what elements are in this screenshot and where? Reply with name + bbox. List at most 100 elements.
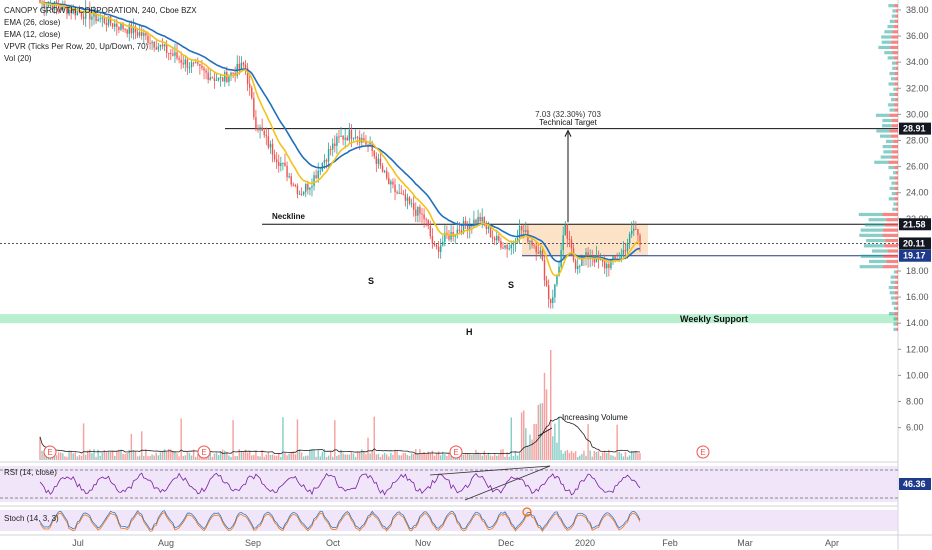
- volume-bar: [57, 452, 60, 460]
- volume-bar: [576, 456, 579, 460]
- volume-bar: [145, 449, 147, 460]
- volume-bar: [41, 450, 43, 460]
- volume-bar: [224, 450, 226, 460]
- vpvr-up-bar: [885, 139, 894, 144]
- volume-bar: [435, 453, 438, 460]
- vpvr-down-bar: [894, 19, 898, 23]
- volume-bar: [290, 451, 292, 460]
- volume-bar: [311, 449, 313, 460]
- candle: [550, 299, 552, 303]
- volume-bar: [442, 451, 444, 460]
- candle: [390, 181, 392, 185]
- candle: [603, 261, 606, 269]
- candle: [325, 160, 328, 162]
- volume-bar: [541, 403, 544, 460]
- candle: [375, 156, 378, 164]
- candle: [379, 158, 382, 166]
- volume-bar: [261, 450, 263, 460]
- volume-bar: [514, 452, 517, 460]
- volume-bar: [350, 451, 353, 460]
- time-axis-label: Feb: [662, 538, 678, 548]
- legend-ema12: EMA (12, close): [4, 30, 61, 39]
- volume-bar: [236, 456, 238, 460]
- candle: [228, 76, 230, 82]
- volume-bar: [317, 450, 319, 460]
- vpvr-up-bar: [890, 280, 896, 284]
- volume-bar: [240, 452, 243, 460]
- volume-bar: [415, 449, 417, 460]
- time-axis-label: Nov: [415, 538, 432, 548]
- volume-bar: [288, 453, 290, 460]
- candle: [545, 280, 548, 286]
- vpvr-up-bar: [889, 19, 895, 23]
- volume-bar: [163, 449, 166, 460]
- volume-bar: [76, 456, 79, 460]
- candle: [265, 135, 268, 137]
- volume-bar: [84, 454, 87, 460]
- volume-bar: [392, 454, 394, 460]
- vpvr-down-bar: [894, 291, 898, 295]
- volume-bar: [294, 454, 297, 460]
- volume-bar: [307, 455, 309, 460]
- candle: [504, 245, 506, 248]
- vpvr-up-bar: [887, 56, 894, 60]
- volume-bar: [491, 456, 494, 460]
- price-tick-label: 10.00: [906, 370, 929, 380]
- volume-bar: [219, 451, 222, 460]
- candle: [153, 41, 155, 48]
- candle: [323, 160, 326, 163]
- vpvr-down-bar: [889, 129, 898, 133]
- volume-bar: [111, 450, 114, 460]
- volume-ma-line: [39, 416, 641, 455]
- candle: [311, 186, 313, 188]
- volume-bar: [412, 453, 415, 460]
- candle: [124, 29, 126, 31]
- volume-bar: [103, 449, 106, 460]
- candle: [435, 245, 438, 247]
- volume-bar: [589, 450, 591, 460]
- candle: [298, 193, 301, 195]
- candle: [599, 259, 602, 261]
- candle: [263, 131, 265, 136]
- volume-bar: [520, 412, 523, 460]
- volume-bar: [165, 451, 168, 460]
- candle: [284, 162, 286, 166]
- volume-bar: [566, 450, 569, 460]
- volume-bar: [539, 403, 542, 460]
- candle: [253, 98, 255, 118]
- volume-bar: [180, 418, 182, 460]
- volume-bar: [585, 455, 587, 460]
- volume-bar: [259, 456, 261, 460]
- vpvr-up-bar: [863, 244, 885, 248]
- volume-bar: [126, 452, 128, 460]
- candle: [172, 53, 174, 56]
- candle: [120, 23, 122, 30]
- volume-bar: [612, 455, 614, 460]
- vpvr-up-bar: [883, 150, 893, 154]
- vpvr-down-bar: [883, 254, 898, 258]
- candle: [624, 250, 627, 252]
- volume-bar: [365, 454, 367, 460]
- vpvr-down-bar: [896, 270, 898, 274]
- candle: [170, 52, 172, 54]
- candle: [334, 143, 336, 146]
- candle: [188, 67, 191, 69]
- candle: [290, 176, 292, 185]
- candle: [288, 176, 290, 178]
- vpvr-up-bar: [888, 197, 895, 201]
- candle: [633, 228, 635, 231]
- volume-bar: [471, 454, 473, 460]
- volume-bar: [82, 423, 85, 460]
- volume-bar: [352, 453, 355, 460]
- volume-bar: [149, 456, 151, 460]
- volume-bar: [574, 451, 577, 460]
- target-label: Technical Target: [539, 118, 597, 127]
- candle: [525, 230, 527, 232]
- vpvr-down-bar: [885, 238, 898, 243]
- volume-bar: [485, 454, 488, 460]
- volume-bar: [105, 451, 108, 460]
- volume-bar: [550, 350, 552, 460]
- candle: [464, 220, 467, 226]
- volume-bar: [417, 454, 419, 460]
